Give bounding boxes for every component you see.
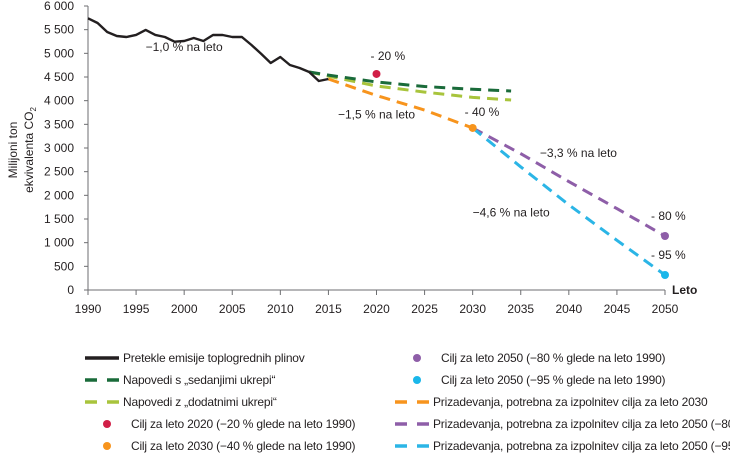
point-target2050_80 [661,231,669,240]
legend-swatch-dot-icon [85,416,121,432]
y-axis-label: Milijoni ton ekvivalenta CO2 [6,107,38,193]
annotation-rate-2030: −1,5 % na leto [338,108,415,122]
y-ticks: 0 500 1 000 1 500 2 000 2 500 3 000 3 500 4 000 4… [44,0,88,297]
x-axis-label: Leto [672,283,697,297]
legend-swatch-dashed-icon [395,438,431,454]
annotations: −1,0 % na leto −1,5 % na leto −3,3 % na le… [146,40,618,220]
y-tick-label: 3 000 [44,141,74,155]
x-tick-label: 2025 [411,302,438,316]
legend-item-wam: Napovedi z „dodatnimi ukrepi“ [85,394,277,410]
x-tick-label: 2020 [363,302,390,316]
legend-swatch-dot-icon [85,438,121,454]
y-tick-label: 500 [54,259,74,273]
legend-item-target2050_80: Cilj za leto 2050 (−80 % glede na leto 1… [395,350,666,366]
y-tick-label: 4 500 [44,70,74,84]
legend-swatch-solid-icon [85,350,121,366]
series-line-historical [87,17,329,83]
legend-item-path2050_95: Prizadevanja, potrebna za izpolnitev cil… [395,438,730,454]
point-label-target2030: - 40 % [465,105,500,119]
legend-label: Cilj za leto 2050 (−80 % glede na leto 1… [441,351,666,365]
x-tick-label: 2005 [219,302,246,316]
y-tick-label: 3 500 [44,117,74,131]
legend-label: Pretekle emisije toplogrednih plinov [123,351,305,365]
legend-item-target2050_95: Cilj za leto 2050 (−95 % glede na leto 1… [395,372,666,388]
x-tick-label: 2045 [604,302,631,316]
legend-swatch-dashed-icon [85,394,121,410]
point-label-target2050_80: - 80 % [651,209,686,223]
point-target2050_95 [661,270,669,279]
x-ticks: 1990 1995 2000 2005 2010 2015 2020 2025 2030 2035… [75,290,679,316]
x-tick-label: 1990 [75,302,102,316]
legend-swatch-dashed-icon [395,394,431,410]
legend-label: Napovedi s „sedanjimi ukrepi“ [123,373,276,387]
x-tick-label: 2040 [555,302,582,316]
legend-swatch-dashed-icon [85,372,121,388]
y-axis-label-line-2-main: ekvivalenta CO [22,112,36,193]
x-tick-label: 1995 [123,302,150,316]
series-group [87,17,666,277]
legend-item-target2030: Cilj za leto 2030 (−40 % glede na leto 1… [85,438,356,454]
y-axis-label-subscript: 2 [29,107,38,112]
legend-item-historical: Pretekle emisije toplogrednih plinov [85,350,305,366]
legend-label: Cilj za leto 2050 (−95 % glede na leto 1… [441,373,666,387]
legend-swatch-dot-icon [395,350,431,366]
x-tick-label: 2015 [315,302,342,316]
legend-label: Prizadevanja, potrebna za izpolnitev cil… [433,439,730,453]
legend-swatch-dashed-icon [395,416,431,432]
series-line-path2050_95 [471,126,666,277]
point-label-target2020: - 20 % [371,49,406,63]
legend-dot [413,354,421,362]
legend-swatch-dot-icon [395,372,431,388]
legend-dot [413,376,421,384]
legend-dot [103,420,111,428]
emissions-chart: Milijoni ton ekvivalenta CO2 0 500 1 000 1 … [6,0,697,316]
x-tick-label: 2050 [652,302,679,316]
y-tick-label: 4 000 [44,94,74,108]
series-line-wem [308,70,512,93]
annotation-rate-2050-80: −3,3 % na leto [540,146,617,160]
annotation-rate-historical: −1,0 % na leto [146,40,223,54]
point-target2030 [468,123,477,132]
x-tick-label: 2030 [459,302,486,316]
legend-label: Prizadevanja, potrebna za izpolnitev cil… [433,417,730,431]
x-tick-label: 2010 [267,302,294,316]
x-tick-label: 2035 [507,302,534,316]
y-tick-label: 0 [67,283,74,297]
point-target2020 [372,69,381,78]
target-points: - 20 % - 40 % - 80 % - 95 % [371,49,686,279]
legend-item-path2030: Prizadevanja, potrebna za izpolnitev cil… [395,394,708,410]
point-label-target2050_95: - 95 % [651,248,686,262]
y-tick-label: 1 500 [44,212,74,226]
annotation-rate-2050-95: −4,6 % na leto [473,206,550,220]
y-tick-label: 1 000 [44,236,74,250]
legend-label: Prizadevanja, potrebna za izpolnitev cil… [433,395,708,409]
series-line-path2030 [327,77,474,130]
legend-label: Cilj za leto 2020 (−20 % glede na leto 1… [131,417,356,431]
legend-item-wem: Napovedi s „sedanjimi ukrepi“ [85,372,275,388]
y-axis-label-line-2: ekvivalenta CO2 [22,107,38,193]
y-tick-label: 6 000 [44,0,74,13]
x-tick-label: 2000 [171,302,198,316]
y-axis-label-line-1: Milijoni ton [6,122,20,179]
y-tick-label: 2 000 [44,188,74,202]
y-tick-label: 2 500 [44,165,74,179]
y-tick-label: 5 500 [44,23,74,37]
legend-dot [103,442,111,450]
legend-item-target2020: Cilj za leto 2020 (−20 % glede na leto 1… [85,416,356,432]
series-line-path2050_80 [471,126,666,238]
legend-item-path2050_80: Prizadevanja, potrebna za izpolnitev cil… [395,416,730,432]
legend-label: Cilj za leto 2030 (−40 % glede na leto 1… [131,439,356,453]
y-tick-label: 5 000 [44,46,74,60]
series-line-wam [308,70,512,102]
legend-label: Napovedi z „dodatnimi ukrepi“ [123,395,277,409]
